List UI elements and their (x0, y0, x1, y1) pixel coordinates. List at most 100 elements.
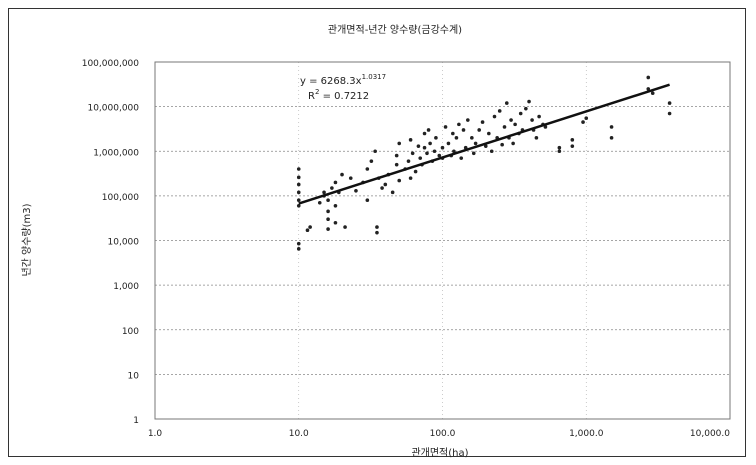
data-point (296, 182, 301, 187)
x-tick-label: 100.0 (430, 429, 456, 439)
plot-area-border (154, 61, 731, 420)
data-point (317, 200, 322, 205)
y-tick-label: 10,000,000 (87, 104, 139, 114)
data-point (537, 114, 541, 119)
data-point (497, 109, 502, 113)
data-point (422, 131, 427, 136)
y-tick-label: 100,000 (102, 193, 139, 203)
data-point (500, 142, 504, 147)
data-point (428, 141, 432, 146)
r-squared-label: R2 = 0.7212 (308, 88, 369, 102)
data-point (354, 188, 358, 193)
data-point (365, 198, 370, 202)
data-point (581, 120, 585, 124)
data-point (466, 118, 470, 122)
data-point (416, 144, 421, 148)
data-point (397, 178, 402, 183)
data-point (432, 149, 437, 154)
data-point (333, 180, 338, 185)
data-point (570, 138, 575, 142)
data-point (443, 125, 448, 129)
data-point (527, 99, 531, 104)
data-point (646, 75, 651, 80)
y-tick-label: 10 (128, 371, 140, 381)
data-point (509, 118, 513, 122)
data-point (530, 118, 534, 122)
y-axis-label: 년간 양수량(m3) (21, 203, 33, 276)
data-point (375, 225, 379, 229)
data-point (426, 128, 431, 132)
r-squared-value: = 0.7212 (319, 91, 369, 102)
y-tick-label: 10,000 (108, 238, 140, 248)
data-point (375, 230, 379, 235)
data-point (296, 167, 301, 171)
trend-equation-main: y = 6268.3x (300, 76, 362, 87)
data-point (394, 153, 399, 158)
data-point (408, 138, 413, 142)
data-point (646, 87, 651, 91)
data-point (609, 125, 614, 129)
data-point (471, 151, 476, 156)
data-point (408, 176, 413, 180)
trendline (298, 83, 670, 205)
y-tick-labels: 1 10 100 1,000 10,000 100,000 1,000,000 10,000,… (82, 59, 140, 426)
data-point (333, 203, 338, 208)
data-point (413, 169, 418, 174)
data-point (534, 136, 539, 140)
trend-equation-exponent: 1.0317 (362, 73, 387, 81)
data-point (305, 228, 310, 233)
data-point (296, 190, 301, 195)
data-point (397, 141, 402, 146)
data-point (459, 156, 464, 160)
data-point (326, 198, 330, 202)
data-point (452, 149, 456, 154)
data-point (667, 101, 672, 105)
x-tick-label: 10,000.0 (690, 429, 730, 439)
data-point (667, 111, 672, 116)
data-point (483, 144, 488, 148)
data-point (296, 198, 301, 202)
y-tick-label: 100 (122, 327, 139, 337)
data-point (609, 136, 614, 140)
data-point (308, 225, 312, 229)
data-point (473, 141, 478, 146)
data-point (487, 131, 491, 136)
data-point (348, 176, 353, 180)
data-point (326, 217, 330, 222)
r-squared-r: R (308, 91, 315, 102)
data-point (480, 120, 485, 124)
data-point (470, 136, 474, 140)
data-point (380, 186, 384, 190)
data-point (524, 106, 528, 111)
data-point (296, 203, 301, 208)
grid-lines (155, 62, 730, 419)
data-point (502, 125, 507, 129)
x-tick-label: 10.0 (289, 429, 309, 439)
data-point (425, 151, 429, 156)
y-tick-label: 1,000 (113, 282, 139, 292)
data-point (650, 91, 655, 95)
x-tick-label: 1.0 (148, 429, 163, 439)
data-point (492, 114, 497, 119)
y-tick-label: 1 (133, 416, 139, 426)
data-point (390, 190, 395, 195)
data-point (489, 149, 494, 154)
data-point (570, 144, 575, 148)
data-point (326, 227, 330, 231)
data-point (557, 149, 562, 154)
data-point (518, 111, 523, 116)
data-point (557, 145, 562, 150)
data-point (343, 225, 347, 229)
data-point (296, 175, 301, 180)
data-point (340, 172, 344, 177)
data-point (369, 159, 374, 163)
data-point (457, 122, 461, 127)
data-point (422, 145, 427, 150)
data-point (410, 151, 415, 156)
r-squared-sup: 2 (315, 88, 319, 96)
data-point (461, 128, 466, 132)
data-point (296, 241, 301, 246)
x-axis-label: 관개면적(ha) (411, 447, 468, 459)
data-point (373, 149, 377, 154)
